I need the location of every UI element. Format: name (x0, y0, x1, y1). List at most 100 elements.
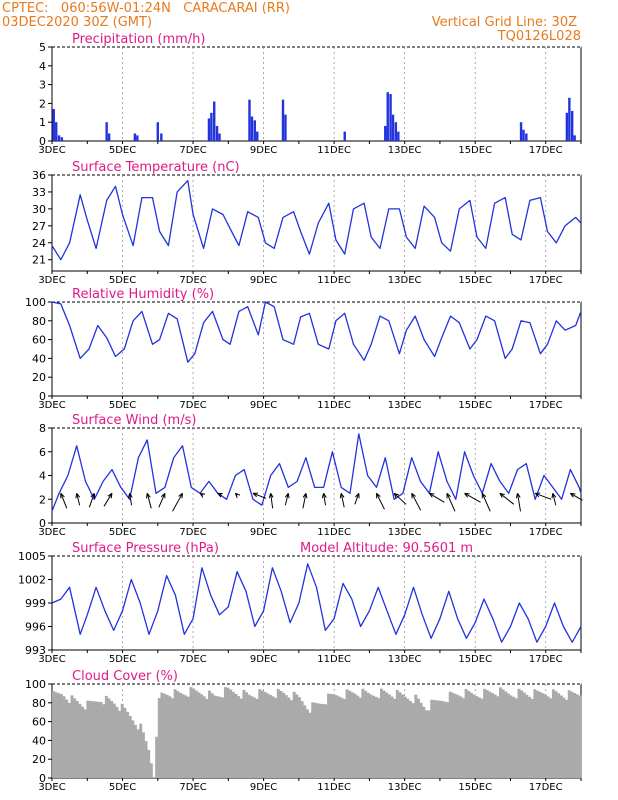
temp-xtick-label: 5DEC (109, 275, 136, 286)
precip-bar (565, 112, 569, 141)
wind-xtick-label: 17DEC (529, 527, 563, 538)
precip-ytick-label: 2 (39, 97, 46, 110)
precip-xtick-label: 7DEC (179, 145, 206, 156)
wind-wind-arrowhead (446, 492, 451, 499)
press-xtick-label: 7DEC (179, 654, 206, 665)
precip-bar (133, 133, 137, 141)
rh-ytick-label: 40 (32, 352, 46, 365)
temp-panel: 3DEC 5DEC 7DEC 9DEC 11DEC 13DEC 15DEC 17DEC 21 24… (32, 160, 582, 286)
cloud-bar (245, 692, 249, 778)
cloud-bar (126, 711, 130, 778)
press-xtick-label: 5DEC (109, 654, 136, 665)
rh-xtick-label: 3DEC (38, 400, 65, 411)
precip-bar (160, 133, 163, 141)
cloud-bar (348, 690, 352, 778)
header-date: 03DEC2020 30Z (GMT) (2, 15, 152, 30)
cloud-xtick-label: 3DEC (38, 782, 65, 793)
wind-wind-vector (323, 493, 327, 506)
cloud-xtick-label: 13DEC (388, 782, 422, 793)
cloud-bar (290, 700, 293, 778)
cloud-bar (448, 691, 452, 778)
precip-bar (57, 135, 61, 141)
cloud-bar (372, 695, 375, 778)
precip-bar (215, 125, 219, 141)
cloud-bar (115, 706, 119, 778)
cloud-bar (67, 702, 71, 778)
wind-wind-arrowhead (75, 493, 81, 499)
cloud-bar (327, 693, 331, 778)
wind-wind-vector (464, 492, 481, 503)
cloud-bar (133, 724, 137, 778)
cloud-bar (332, 694, 336, 778)
press-xtick-label: 17DEC (529, 654, 563, 665)
cloud-xtick-label: 7DEC (179, 782, 206, 793)
cloud-bar (403, 696, 407, 778)
cloud-bar (435, 700, 439, 778)
precip-bar (52, 109, 55, 141)
cloud-bar (485, 690, 489, 778)
cloud-bar (369, 694, 373, 778)
cloud-bar (509, 695, 513, 778)
cloud-bar (229, 689, 233, 778)
precip-bar (250, 116, 254, 141)
wind-ytick-label: 0 (39, 517, 46, 530)
cloud-ytick-label: 100 (25, 678, 46, 691)
wind-wind-vector (129, 493, 133, 506)
rh-ytick-label: 0 (39, 390, 46, 403)
precip-bar (136, 135, 139, 141)
precip-frame (51, 46, 582, 142)
wind-xtick-label: 11DEC (317, 527, 351, 538)
cloud-bar (234, 693, 238, 778)
rh-frame (51, 301, 582, 397)
wind-wind-vector (284, 493, 289, 506)
wind-xtick-label: 9DEC (250, 527, 277, 538)
cloud-bar (70, 695, 74, 778)
wind-wind-vector (302, 493, 307, 509)
cloud-bar (160, 692, 164, 778)
wind-wind-vector (376, 493, 385, 510)
wind-wind-arrowhead (90, 492, 96, 499)
cloud-bar (75, 701, 79, 778)
cloud-bar (141, 732, 145, 778)
cloud-bar (350, 692, 354, 778)
cloud-bar (73, 698, 77, 778)
cloud-bar (504, 691, 508, 778)
wind-wind-arrowhead (217, 492, 223, 498)
precip-bar (60, 137, 64, 141)
precip-bar (107, 133, 111, 141)
wind-wind-arrowhead (160, 492, 166, 499)
cloud-bar (305, 709, 309, 778)
cloud-bar (65, 699, 69, 778)
cloud-bar (340, 697, 344, 778)
cloud-bar (414, 694, 418, 778)
cloud-bar (112, 703, 116, 778)
cloud-bar (57, 693, 61, 778)
cloud-bar (250, 696, 254, 778)
cloud-bar (89, 700, 92, 778)
precip-bar (55, 122, 58, 141)
press-ytick-label: 999 (25, 597, 46, 610)
cloud-bar (181, 694, 185, 778)
cloud-bar (406, 698, 410, 778)
cloud-bar (128, 715, 132, 778)
cloud-bar (258, 689, 262, 778)
cloud-bar (104, 695, 108, 778)
wind-panel: 3DEC 5DEC 7DEC 9DEC 11DEC 13DEC 15DEC 17DEC 0 2 4 6… (38, 413, 583, 538)
cloud-bar (461, 698, 465, 778)
precip-ytick-label: 4 (39, 60, 46, 73)
cloud-bar (424, 710, 428, 778)
cloud-xtick-label: 17DEC (529, 782, 563, 793)
rh-xtick-label: 15DEC (458, 400, 492, 411)
cloud-ytick-label: 60 (32, 716, 46, 729)
wind-wind-vector (76, 493, 81, 506)
wind-wind-vector (158, 493, 166, 508)
precip-bar (386, 92, 389, 141)
cloud-bar (226, 687, 230, 778)
rh-ytick-label: 60 (32, 334, 46, 347)
cloud-bar (239, 698, 243, 778)
cloud-bar (543, 694, 547, 778)
wind-frame (51, 427, 582, 524)
cloud-bar (242, 689, 246, 778)
wind-wind-vector (270, 493, 274, 509)
temp-xtick-label: 11DEC (317, 275, 351, 286)
